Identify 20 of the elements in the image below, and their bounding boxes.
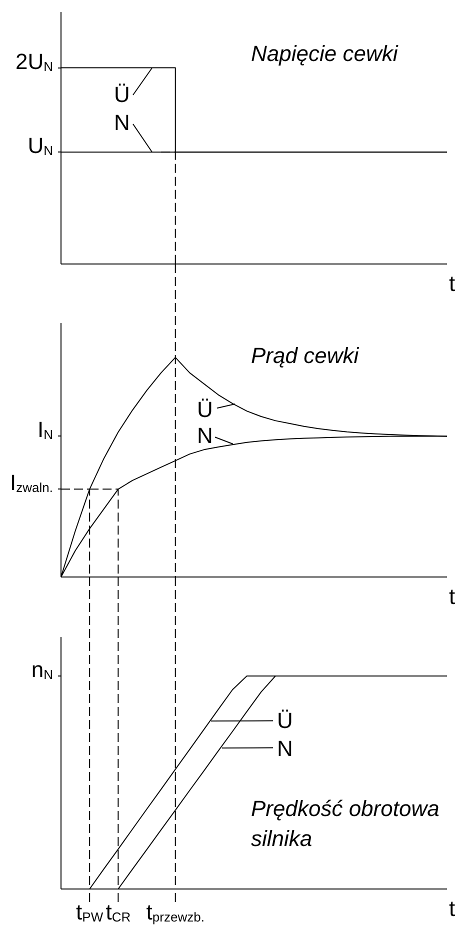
x-axis-title: t	[448, 896, 456, 921]
chart-title: Prąd cewki	[251, 342, 359, 370]
x-tick-label: t$_{przewzb.}$	[146, 900, 204, 925]
text: Prędkość obrotowa silnika	[251, 795, 440, 853]
x-axis-title: t	[448, 271, 456, 296]
legend-label: Ü	[277, 708, 293, 733]
series-label: N	[114, 110, 130, 135]
x-tick-label: t$_{CR}$	[106, 900, 131, 925]
chart-title: Napięcie cewki	[251, 40, 398, 68]
text: U$_{N}$	[28, 133, 53, 158]
x-axis-title: t	[448, 584, 456, 609]
text: n$_{N}$	[31, 657, 53, 682]
text: 2U$_{N}$	[15, 49, 53, 74]
x-tick-label: t$_{PW}$	[76, 900, 104, 925]
legend-label: N	[197, 423, 213, 448]
text: I$_{N}$	[37, 417, 53, 442]
legend-label: Ü	[197, 397, 213, 422]
text: I$_{zwaln.}$	[10, 470, 53, 495]
legend-label: Ü	[114, 82, 130, 107]
legend-label: N	[277, 736, 293, 761]
